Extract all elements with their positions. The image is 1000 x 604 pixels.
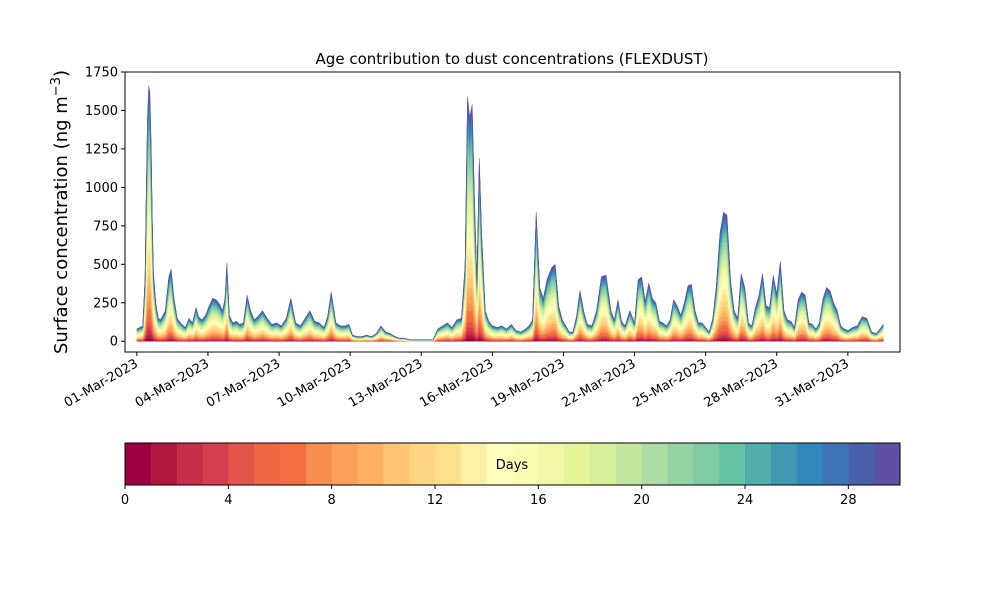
y-tick-label: 1750 — [85, 66, 118, 81]
x-tick-label: 31-Mar-2023 — [773, 356, 852, 410]
colorbar-swatch-22 — [693, 443, 720, 485]
colorbar-swatch-19 — [615, 443, 643, 485]
colorbar-tick-label: 20 — [633, 493, 650, 508]
colorbar — [125, 443, 901, 485]
colorbar-swatch-21 — [667, 443, 694, 485]
x-tick-label: 19-Mar-2023 — [488, 356, 567, 410]
age-layer-29-30-days — [136, 85, 884, 340]
x-tick-label: 01-Mar-2023 — [62, 356, 141, 410]
x-tick-label: 13-Mar-2023 — [346, 356, 425, 410]
colorbar-swatch-8 — [331, 443, 358, 485]
colorbar-swatch-25 — [770, 443, 798, 485]
x-tick-label: 10-Mar-2023 — [275, 356, 354, 410]
y-tick-label: 750 — [93, 219, 118, 234]
colorbar-tick-label: 0 — [121, 493, 129, 508]
x-tick-label: 28-Mar-2023 — [702, 356, 781, 410]
colorbar-swatch-15 — [512, 443, 539, 485]
y-tick-label: 0 — [110, 335, 118, 350]
x-tick-label: 25-Mar-2023 — [631, 356, 710, 410]
colorbar-swatch-13 — [460, 443, 488, 485]
colorbar-swatch-26 — [796, 443, 823, 485]
colorbar-swatch-28 — [848, 443, 875, 485]
y-axis-ticks: 0 250 500 750 1000 1250 1500 1750 — [85, 66, 125, 350]
colorbar-swatch-24 — [745, 443, 772, 485]
colorbar-tick-label: 12 — [427, 493, 444, 508]
colorbar-swatch-1 — [150, 443, 178, 485]
y-tick-label: 1000 — [85, 181, 118, 196]
plot-frame — [124, 71, 901, 353]
colorbar-swatch-27 — [822, 443, 849, 485]
x-tick-label: 22-Mar-2023 — [559, 356, 638, 410]
colorbar-swatch-7 — [305, 443, 333, 485]
x-axis-ticks: 01-Mar-202304-Mar-202307-Mar-202310-Mar-… — [62, 352, 852, 411]
colorbar-swatch-18 — [590, 443, 617, 485]
y-tick-label: 1500 — [85, 104, 118, 119]
x-tick-label: 04-Mar-2023 — [133, 356, 212, 410]
colorbar-frame — [124, 442, 901, 486]
colorbar-swatch-0 — [125, 443, 152, 485]
colorbar-swatch-14 — [486, 443, 513, 485]
stacked-area-layers — [136, 85, 884, 342]
colorbar-label: Days — [496, 458, 529, 473]
y-axis-label: Surface concentration (ng m−3) — [49, 70, 72, 354]
x-tick-label: 07-Mar-2023 — [204, 356, 283, 410]
colorbar-swatch-4 — [228, 443, 255, 485]
y-axis-label-close: ) — [51, 70, 72, 77]
colorbar-tick-label: 24 — [737, 493, 754, 508]
colorbar-swatch-23 — [719, 443, 746, 485]
chart-title: Age contribution to dust concentrations … — [316, 50, 709, 68]
y-tick-label: 500 — [93, 258, 118, 273]
colorbar-ticks: 0 4 8 12 16 20 24 28 — [121, 485, 857, 508]
y-tick-label: 250 — [93, 296, 118, 311]
colorbar-swatch-9 — [357, 443, 384, 485]
colorbar-tick-label: 4 — [224, 493, 232, 508]
colorbar-swatch-29 — [874, 443, 901, 485]
colorbar-swatch-5 — [254, 443, 281, 485]
colorbar-tick-label: 28 — [840, 493, 857, 508]
colorbar-tick-label: 8 — [328, 493, 336, 508]
colorbar-swatch-11 — [409, 443, 436, 485]
x-tick-label: 16-Mar-2023 — [417, 356, 496, 410]
colorbar-swatch-16 — [538, 443, 565, 485]
colorbar-swatch-10 — [383, 443, 410, 485]
colorbar-swatch-6 — [280, 443, 307, 485]
colorbar-tick-label: 16 — [530, 493, 547, 508]
colorbar-swatch-3 — [202, 443, 229, 485]
colorbar-swatch-20 — [641, 443, 668, 485]
y-axis-label-main: Surface concentration (ng m — [51, 96, 72, 354]
colorbar-swatch-2 — [176, 443, 203, 485]
colorbar-swatch-12 — [435, 443, 462, 485]
y-axis-label-exponent: −3 — [49, 77, 64, 96]
colorbar-swatch-17 — [564, 443, 591, 485]
y-tick-label: 1250 — [85, 142, 118, 157]
